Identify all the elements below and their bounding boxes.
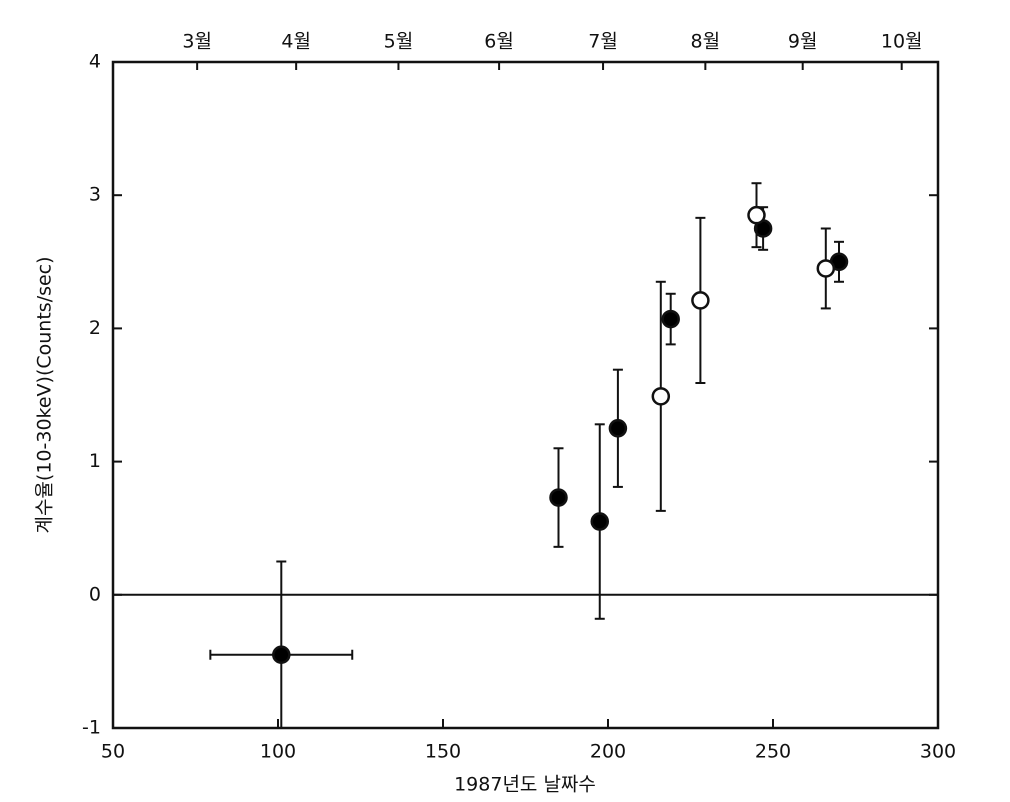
- x-tick-label: 250: [755, 741, 791, 763]
- x-tick-label: 100: [260, 741, 296, 763]
- x-tick-label: 200: [590, 741, 626, 763]
- point: [691, 291, 710, 310]
- top-tick-label: 7월: [588, 31, 618, 53]
- top-tick-label: 4월: [281, 31, 311, 53]
- point: [661, 309, 680, 329]
- top-tick-label: 6월: [484, 31, 514, 53]
- x-tick-label: 300: [920, 741, 956, 763]
- point: [651, 387, 671, 406]
- top-tick-label: 8월: [691, 31, 721, 53]
- x-tick-label: 50: [101, 741, 125, 763]
- top-tick-label: 9월: [788, 31, 818, 53]
- y-axis-label: 계수율(10-30keV)(Counts/sec): [34, 256, 56, 533]
- point: [549, 488, 568, 507]
- x-tick-label: 150: [425, 741, 461, 763]
- x-axis-label: 1987년도 날짜수: [454, 774, 596, 796]
- point: [272, 645, 291, 664]
- y-tick-label: -1: [82, 717, 101, 739]
- point: [816, 259, 836, 278]
- top-tick-label: 5월: [384, 31, 414, 53]
- point: [590, 512, 609, 531]
- y-tick-label: 1: [89, 450, 101, 472]
- top-tick-label: 3월: [182, 31, 212, 53]
- point: [608, 419, 628, 438]
- point: [747, 205, 766, 225]
- y-tick-label: 4: [89, 51, 101, 73]
- y-tick-label: 3: [89, 184, 101, 206]
- plot-frame: [111, 60, 940, 730]
- top-tick-label: 10월: [881, 31, 923, 53]
- y-tick-label: 0: [89, 583, 101, 605]
- y-tick-label: 2: [89, 317, 101, 339]
